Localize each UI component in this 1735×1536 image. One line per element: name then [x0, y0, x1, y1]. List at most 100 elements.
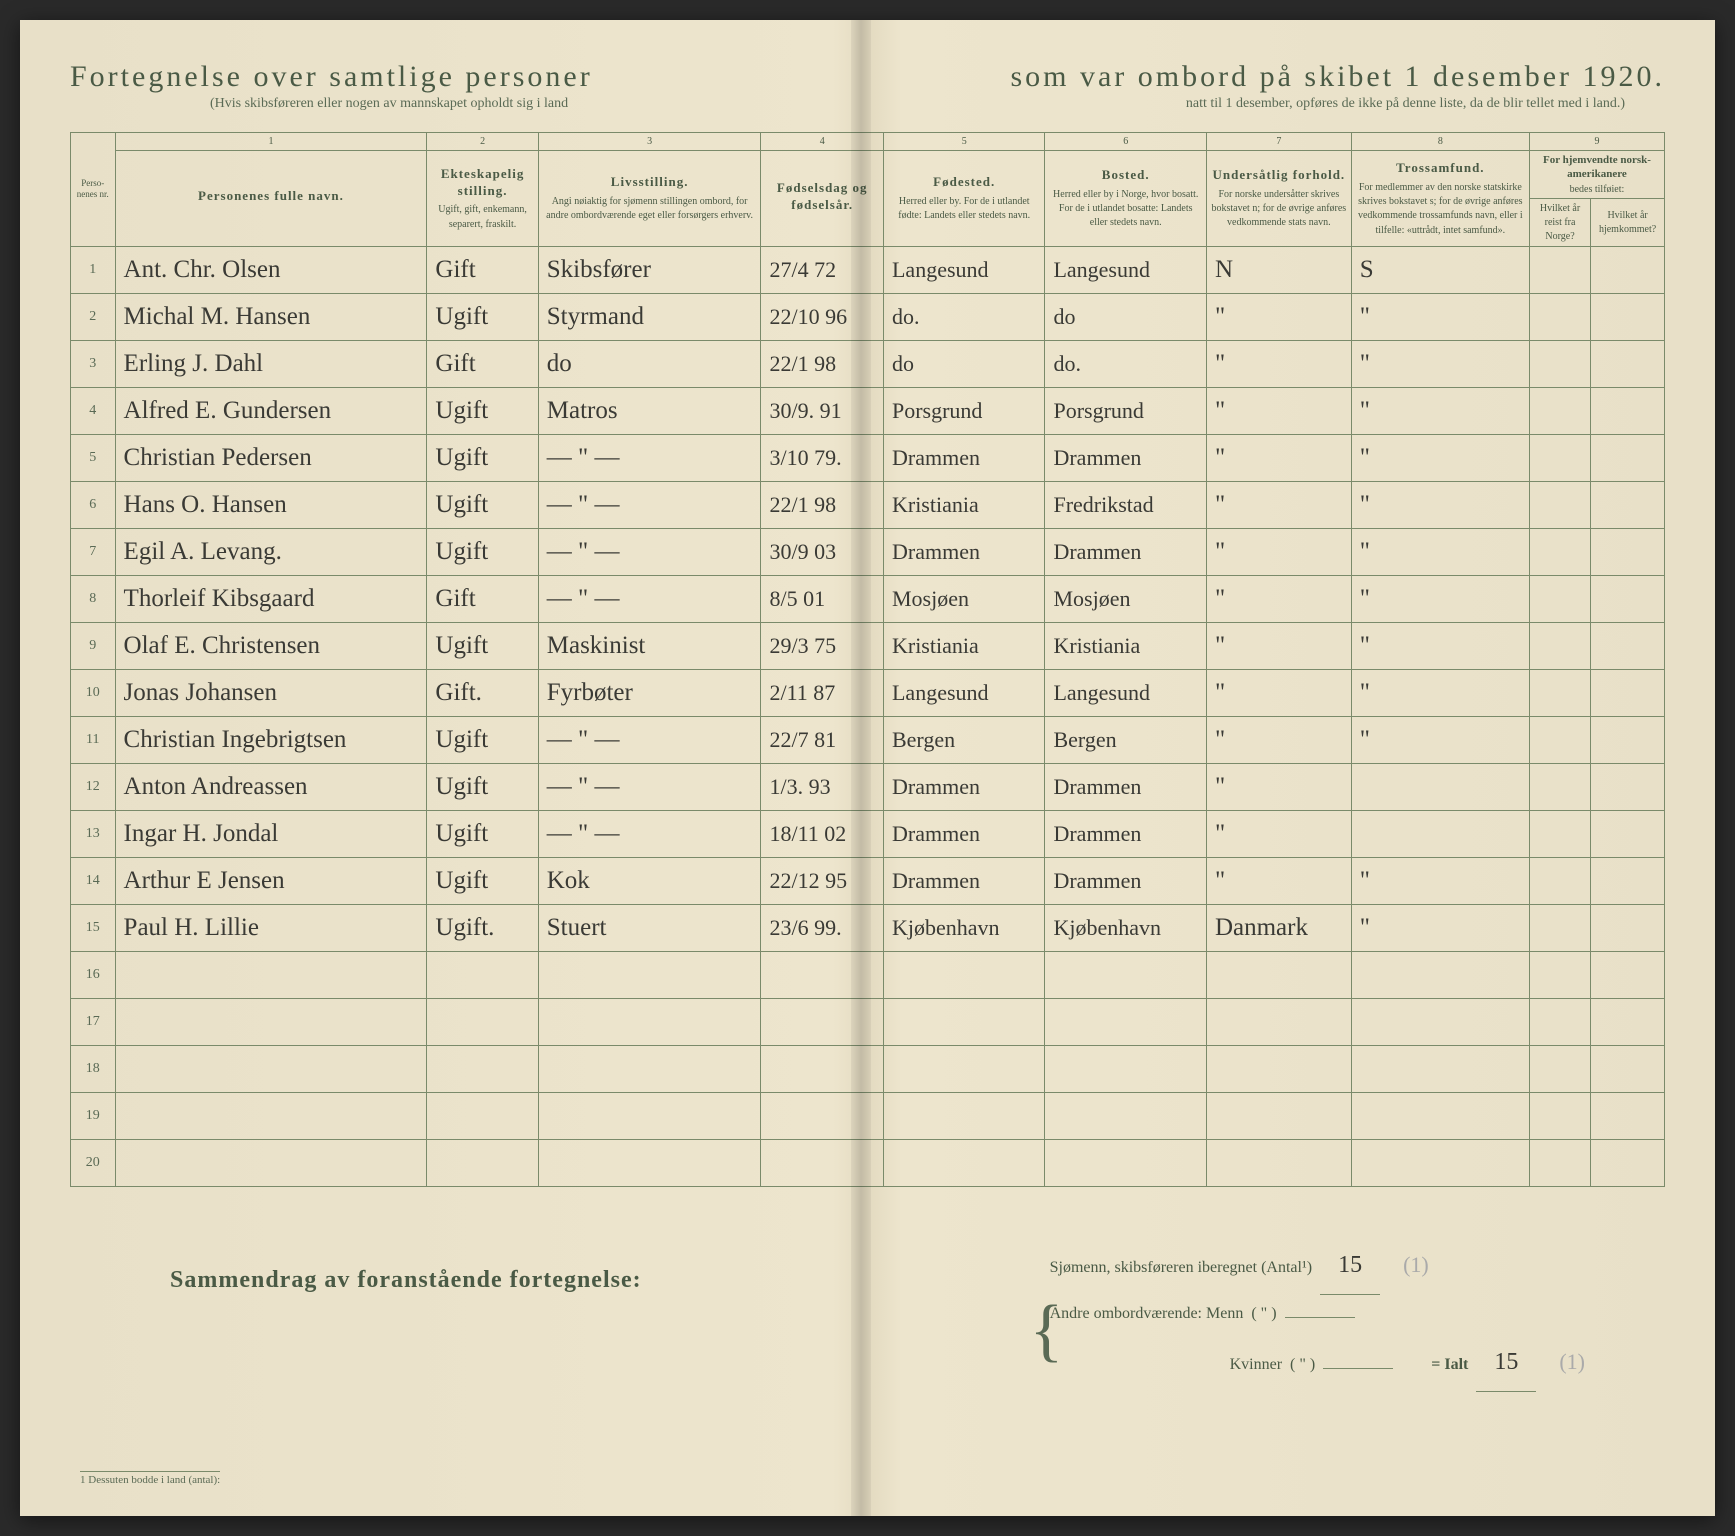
hdr-name: Personenes fulle navn. — [115, 151, 427, 247]
cell-birthplace — [883, 1092, 1044, 1139]
summary-title: Sammendrag av foranstående fortegnelse: — [170, 1267, 642, 1294]
colnum-3: 3 — [538, 133, 761, 151]
cell-birthplace: Kjøbenhavn — [883, 904, 1044, 951]
row-number: 4 — [71, 387, 116, 434]
cell-occupation: do — [538, 340, 761, 387]
colnum-9: 9 — [1529, 133, 1664, 151]
cell-nationality — [1206, 1139, 1351, 1186]
row-number: 12 — [71, 763, 116, 810]
row-number: 6 — [71, 481, 116, 528]
cell-occupation — [538, 1139, 761, 1186]
cell-amer-left — [1529, 669, 1590, 716]
cell-name: Olaf E. Christensen — [115, 622, 427, 669]
cell-birthplace: Drammen — [883, 810, 1044, 857]
cell-nationality: " — [1206, 575, 1351, 622]
cell-birthplace: Langesund — [883, 669, 1044, 716]
cell-marital: Ugift — [427, 387, 538, 434]
subtitle-left: (Hvis skibsføreren eller nogen av mannsk… — [210, 96, 568, 112]
cell-name: Christian Pedersen — [115, 434, 427, 481]
cell-religion: " — [1351, 434, 1529, 481]
cell-religion: " — [1351, 904, 1529, 951]
hdr-occupation: Livsstilling.Angi nøiaktig for sjømenn s… — [538, 151, 761, 247]
cell-religion — [1351, 810, 1529, 857]
cell-marital: Ugift — [427, 622, 538, 669]
cell-amer-left — [1529, 1139, 1590, 1186]
cell-marital: Ugift — [427, 763, 538, 810]
cell-residence: do — [1045, 293, 1206, 340]
cell-marital — [427, 1139, 538, 1186]
colnum-6: 6 — [1045, 133, 1206, 151]
title-left: Fortegnelse over samtlige personer — [70, 60, 593, 94]
cell-nationality: " — [1206, 810, 1351, 857]
cell-marital: Ugift — [427, 293, 538, 340]
cell-residence — [1045, 998, 1206, 1045]
cell-marital: Ugift. — [427, 904, 538, 951]
summary-line-women: Kvinner ( " ) = Ialt 15 (1) — [1050, 1334, 1585, 1393]
cell-residence — [1045, 1045, 1206, 1092]
cell-name: Paul H. Lillie — [115, 904, 427, 951]
cell-nationality: " — [1206, 763, 1351, 810]
cell-religion: " — [1351, 575, 1529, 622]
cell-residence: do. — [1045, 340, 1206, 387]
cell-residence — [1045, 951, 1206, 998]
cell-amer-right — [1591, 716, 1665, 763]
hdr-religion: Trossamfund.For medlemmer av den norske … — [1351, 151, 1529, 247]
cell-name — [115, 1092, 427, 1139]
cell-occupation — [538, 1092, 761, 1139]
cell-nationality: " — [1206, 622, 1351, 669]
cell-marital: Ugift — [427, 528, 538, 575]
cell-name: Thorleif Kibsgaard — [115, 575, 427, 622]
cell-marital: Gift. — [427, 669, 538, 716]
hdr-nr: Perso- nenes nr. — [71, 133, 116, 247]
cell-occupation: Kok — [538, 857, 761, 904]
subtitle-right: natt til 1 desember, opføres de ikke på … — [1186, 96, 1625, 112]
summary-lines: { Sjømenn, skibsføreren iberegnet (Antal… — [1050, 1237, 1585, 1393]
cell-birthplace: Kristiania — [883, 622, 1044, 669]
row-number: 7 — [71, 528, 116, 575]
row-number: 13 — [71, 810, 116, 857]
cell-amer-right — [1591, 293, 1665, 340]
cell-amer-left — [1529, 528, 1590, 575]
cell-religion: " — [1351, 293, 1529, 340]
cell-religion — [1351, 1139, 1529, 1186]
cell-residence: Langesund — [1045, 246, 1206, 293]
cell-residence: Drammen — [1045, 528, 1206, 575]
cell-amer-left — [1529, 951, 1590, 998]
cell-marital: Gift — [427, 246, 538, 293]
cell-occupation — [538, 1045, 761, 1092]
colnum-7: 7 — [1206, 133, 1351, 151]
cell-religion — [1351, 763, 1529, 810]
cell-amer-right — [1591, 810, 1665, 857]
cell-occupation: Stuert — [538, 904, 761, 951]
cell-marital: Gift — [427, 575, 538, 622]
cell-birthplace: Drammen — [883, 763, 1044, 810]
row-number: 10 — [71, 669, 116, 716]
cell-name — [115, 1139, 427, 1186]
cell-marital: Ugift — [427, 857, 538, 904]
cell-amer-right — [1591, 763, 1665, 810]
hdr-residence: Bosted.Herred eller by i Norge, hvor bos… — [1045, 151, 1206, 247]
cell-amer-left — [1529, 1045, 1590, 1092]
cell-occupation — [538, 998, 761, 1045]
cell-name — [115, 1045, 427, 1092]
row-number: 1 — [71, 246, 116, 293]
cell-religion: " — [1351, 857, 1529, 904]
cell-nationality — [1206, 1045, 1351, 1092]
cell-nationality: " — [1206, 716, 1351, 763]
row-number: 11 — [71, 716, 116, 763]
hdr-nationality: Undersåtlig forhold.For norske undersått… — [1206, 151, 1351, 247]
cell-marital: Gift — [427, 340, 538, 387]
summary-line-men: Andre ombordværende: Menn ( " ) — [1050, 1295, 1585, 1333]
cell-birthplace: do — [883, 340, 1044, 387]
cell-religion — [1351, 1092, 1529, 1139]
cell-marital — [427, 951, 538, 998]
cell-occupation: — " — — [538, 716, 761, 763]
cell-occupation: Styrmand — [538, 293, 761, 340]
cell-residence: Drammen — [1045, 434, 1206, 481]
cell-nationality: Danmark — [1206, 904, 1351, 951]
cell-nationality: " — [1206, 434, 1351, 481]
cell-birthplace: Kristiania — [883, 481, 1044, 528]
cell-amer-right — [1591, 1045, 1665, 1092]
row-number: 9 — [71, 622, 116, 669]
cell-amer-left — [1529, 622, 1590, 669]
